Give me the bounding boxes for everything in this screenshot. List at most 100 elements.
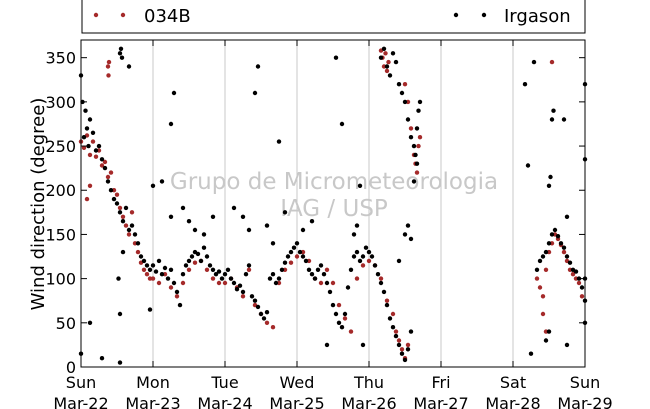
data-point xyxy=(561,245,567,250)
data-point xyxy=(240,294,246,299)
data-point xyxy=(171,280,177,286)
data-point xyxy=(387,73,393,78)
plot-frame xyxy=(80,39,586,368)
legend-label-034b: 034B xyxy=(144,6,191,27)
data-point xyxy=(333,311,339,317)
data-point xyxy=(93,154,99,159)
y-tick-label: 0 xyxy=(66,358,76,377)
data-point xyxy=(396,82,402,87)
data-point xyxy=(288,260,294,265)
data-point xyxy=(119,55,125,60)
data-point xyxy=(396,342,402,348)
data-point xyxy=(381,289,387,295)
data-point xyxy=(105,174,111,180)
data-point xyxy=(552,227,558,233)
data-point xyxy=(246,227,252,233)
grid xyxy=(152,40,514,367)
data-point xyxy=(540,294,546,299)
data-point xyxy=(180,280,186,286)
data-point xyxy=(147,267,153,272)
watermark-line-2: IAG / USP xyxy=(280,196,388,222)
data-point xyxy=(348,267,354,272)
data-point xyxy=(390,51,396,56)
data-point xyxy=(135,241,141,246)
data-point xyxy=(414,126,420,131)
data-point xyxy=(120,249,126,255)
data-point xyxy=(264,223,270,228)
data-point xyxy=(393,59,399,65)
data-point xyxy=(180,272,186,277)
data-point xyxy=(408,329,414,334)
data-point xyxy=(231,280,237,286)
data-point xyxy=(183,263,189,268)
data-point xyxy=(201,232,207,237)
data-point xyxy=(144,263,150,268)
data-point xyxy=(87,152,93,158)
data-point xyxy=(357,258,363,264)
data-point xyxy=(330,280,336,286)
data-point xyxy=(416,143,421,149)
data-point xyxy=(225,267,231,272)
data-point xyxy=(147,307,153,312)
y-tick-label: 250 xyxy=(45,137,76,156)
x-tick-label-date: Mar-27 xyxy=(413,394,468,409)
data-point xyxy=(106,73,111,78)
data-point xyxy=(324,342,330,348)
data-point xyxy=(333,55,339,60)
data-point xyxy=(246,263,252,268)
data-point xyxy=(561,249,567,255)
y-tick-label: 100 xyxy=(45,270,76,289)
data-point xyxy=(411,179,417,184)
data-point xyxy=(354,276,360,281)
x-tick-label-day: Fri xyxy=(431,373,450,392)
data-point xyxy=(549,232,555,237)
x-tick-label-day: Mon xyxy=(136,373,170,392)
data-point xyxy=(399,347,405,352)
data-point xyxy=(279,267,285,272)
x-tick-label-date: Mar-23 xyxy=(125,394,180,409)
data-point xyxy=(381,46,387,51)
data-point xyxy=(162,265,168,271)
data-point xyxy=(312,276,318,281)
data-point xyxy=(294,254,300,259)
data-point xyxy=(234,287,240,292)
data-point xyxy=(240,214,246,219)
x-tick-label-day: Wed xyxy=(280,373,315,392)
data-point xyxy=(558,241,564,246)
data-point xyxy=(120,214,126,219)
data-point xyxy=(546,183,552,188)
data-point xyxy=(129,210,135,215)
data-point xyxy=(231,205,237,211)
data-point xyxy=(534,267,540,272)
data-point xyxy=(417,99,423,105)
data-point xyxy=(108,188,114,193)
x-tick-label-day: Sat xyxy=(500,373,526,392)
data-point xyxy=(186,267,192,272)
x-tick-label-day: Tue xyxy=(210,373,238,392)
data-point xyxy=(87,183,93,188)
data-point xyxy=(174,294,180,299)
data-point xyxy=(387,316,393,321)
data-point xyxy=(336,302,342,308)
data-point xyxy=(129,223,135,228)
data-point xyxy=(270,241,276,246)
data-point xyxy=(405,117,411,122)
data-point xyxy=(330,302,336,308)
data-point xyxy=(354,223,360,228)
data-point xyxy=(399,90,405,96)
data-point xyxy=(99,157,105,162)
data-point xyxy=(345,285,351,290)
data-point xyxy=(249,294,255,299)
data-point xyxy=(99,163,105,168)
data-point xyxy=(86,143,91,149)
data-point xyxy=(564,214,570,219)
data-points xyxy=(78,46,588,365)
data-point xyxy=(384,298,390,303)
data-point xyxy=(315,267,321,272)
legend-label-irgason: Irgason xyxy=(504,6,571,27)
data-point xyxy=(159,179,165,184)
data-point xyxy=(210,276,216,281)
data-point xyxy=(87,117,93,122)
data-point xyxy=(123,205,129,211)
